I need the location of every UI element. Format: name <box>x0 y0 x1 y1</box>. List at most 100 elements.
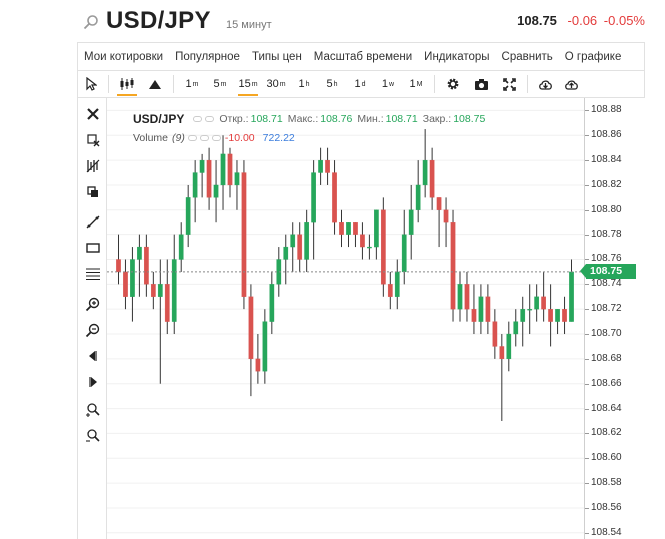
candle-body[interactable] <box>401 234 407 273</box>
candle-body[interactable] <box>164 284 170 322</box>
candle-body[interactable] <box>422 159 428 186</box>
candle-body[interactable] <box>374 209 379 248</box>
upload-button[interactable] <box>558 71 584 97</box>
candle-body[interactable] <box>513 321 519 335</box>
candle-body[interactable] <box>283 246 289 260</box>
candle-body[interactable] <box>304 222 310 260</box>
candle-body[interactable] <box>492 321 498 347</box>
candle-body[interactable] <box>380 209 386 285</box>
candle-body[interactable] <box>478 296 484 322</box>
menu-price-types[interactable]: Типы цен <box>251 50 302 63</box>
menu-about-chart[interactable]: О графике <box>564 50 622 63</box>
candle-body[interactable] <box>387 284 393 297</box>
timeframe-30m[interactable]: 30 m <box>266 78 286 90</box>
zoom-in-icon[interactable] <box>85 296 101 312</box>
price-axis[interactable]: 108.88 108.86 108.84 108.82 108.80 108.78 108.… <box>580 98 645 539</box>
download-button[interactable] <box>532 71 558 97</box>
fibonacci-icon[interactable] <box>85 266 101 282</box>
menu-indicators[interactable]: Индикаторы <box>424 50 490 63</box>
candle-body[interactable] <box>262 321 268 372</box>
candle-body[interactable] <box>248 296 254 360</box>
rectangle-icon[interactable] <box>85 240 101 256</box>
eye-icon[interactable] <box>187 135 197 141</box>
copy-icon[interactable] <box>85 184 101 200</box>
candle-body[interactable] <box>457 284 463 310</box>
candle-body[interactable] <box>318 159 323 173</box>
area-type-button[interactable] <box>141 71 169 97</box>
candle-body[interactable] <box>171 259 177 322</box>
candle-body[interactable] <box>290 234 296 248</box>
remove-drawings-icon[interactable] <box>85 132 101 148</box>
candle-body[interactable] <box>192 172 198 198</box>
candle-body[interactable] <box>199 159 205 173</box>
candle-body[interactable] <box>429 159 435 198</box>
candle-body[interactable] <box>394 271 400 297</box>
candle-body[interactable] <box>116 259 121 273</box>
candle-body[interactable] <box>213 184 219 198</box>
candle-body[interactable] <box>367 246 372 249</box>
candle-body[interactable] <box>569 271 574 322</box>
candle-body[interactable] <box>464 284 470 310</box>
gear-icon[interactable] <box>205 116 215 122</box>
candle-body[interactable] <box>541 296 546 310</box>
candle-body[interactable] <box>415 184 421 210</box>
candle-body[interactable] <box>234 172 240 186</box>
candle-body[interactable] <box>555 309 560 322</box>
price-chart-area[interactable] <box>107 98 584 539</box>
candle-body[interactable] <box>185 197 191 235</box>
candle-body[interactable] <box>534 296 540 310</box>
candle-body[interactable] <box>157 284 163 297</box>
candle-body[interactable] <box>443 209 449 223</box>
candle-body[interactable] <box>311 172 316 223</box>
candle-body[interactable] <box>123 271 128 297</box>
menu-compare[interactable]: Сравнить <box>501 50 553 63</box>
candle-body[interactable] <box>255 358 261 372</box>
cursor-tool-button[interactable] <box>78 71 104 97</box>
screenshot-button[interactable] <box>467 71 495 97</box>
zoom-area-in-icon[interactable] <box>85 402 101 418</box>
candle-body[interactable] <box>408 209 414 235</box>
search-icon[interactable] <box>83 14 99 30</box>
close-icon[interactable] <box>85 106 101 122</box>
candle-body[interactable] <box>499 346 505 360</box>
candle-body[interactable] <box>144 246 149 285</box>
scroll-right-icon[interactable] <box>85 374 101 390</box>
candle-body[interactable] <box>506 333 512 360</box>
hide-drawings-icon[interactable] <box>85 158 101 174</box>
menu-time-scale[interactable]: Масштаб времени <box>313 50 413 63</box>
candle-body[interactable] <box>548 309 553 322</box>
timeframe-15m[interactable]: 15 m <box>234 71 262 97</box>
candle-body[interactable] <box>325 159 330 173</box>
settings-button[interactable] <box>439 71 467 97</box>
eye-icon[interactable] <box>193 116 203 122</box>
fullscreen-button[interactable] <box>495 71 523 97</box>
candle-body[interactable] <box>450 222 456 310</box>
candle-body[interactable] <box>241 172 247 297</box>
candle-body[interactable] <box>269 284 275 322</box>
candle-body[interactable] <box>520 309 526 322</box>
menu-popular[interactable]: Популярное <box>175 50 240 63</box>
zoom-area-out-icon[interactable] <box>85 428 101 444</box>
close-icon[interactable] <box>211 135 221 141</box>
candle-body[interactable] <box>206 159 212 198</box>
candle-body[interactable] <box>332 172 337 223</box>
menu-my-quotes[interactable]: Мои котировки <box>84 50 164 63</box>
candle-body[interactable] <box>436 197 442 210</box>
candle-body[interactable] <box>353 222 358 235</box>
gear-icon[interactable] <box>199 135 209 141</box>
candle-body[interactable] <box>137 246 142 260</box>
candle-body[interactable] <box>360 234 365 248</box>
candle-body[interactable] <box>220 153 226 186</box>
candle-body[interactable] <box>527 309 533 311</box>
candle-body[interactable] <box>227 153 233 186</box>
candle-body[interactable] <box>339 222 344 235</box>
scroll-left-icon[interactable] <box>85 348 101 364</box>
candle-body[interactable] <box>178 234 184 260</box>
